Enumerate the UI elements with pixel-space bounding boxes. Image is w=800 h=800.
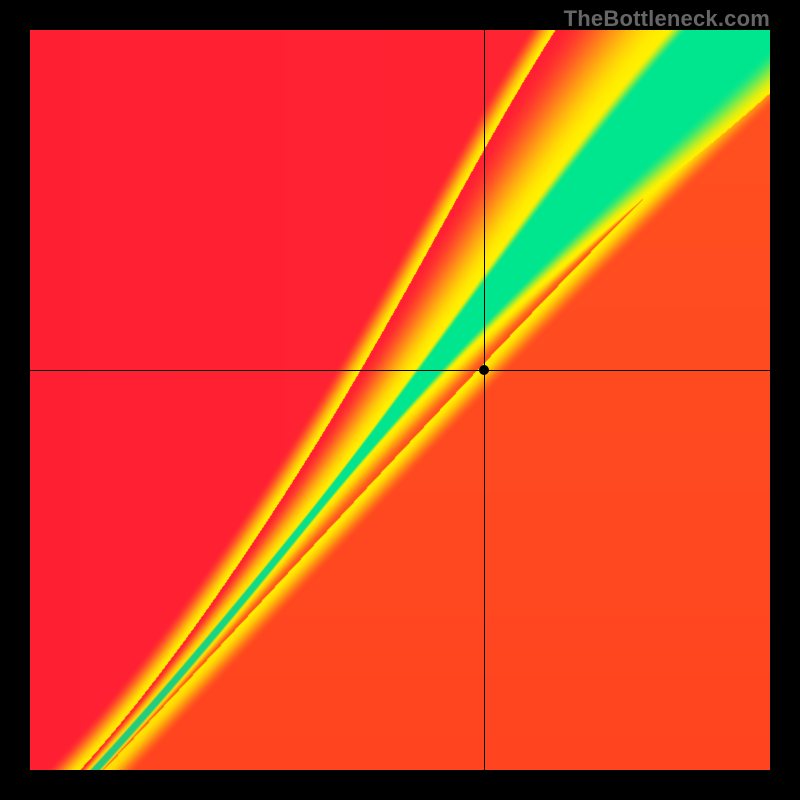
chart-container: TheBottleneck.com	[0, 0, 800, 800]
heatmap-canvas	[30, 30, 770, 770]
heatmap-plot-area	[30, 30, 770, 770]
crosshair-horizontal	[30, 370, 770, 371]
crosshair-marker	[479, 365, 489, 375]
watermark-text: TheBottleneck.com	[564, 6, 770, 32]
crosshair-vertical	[484, 30, 485, 770]
